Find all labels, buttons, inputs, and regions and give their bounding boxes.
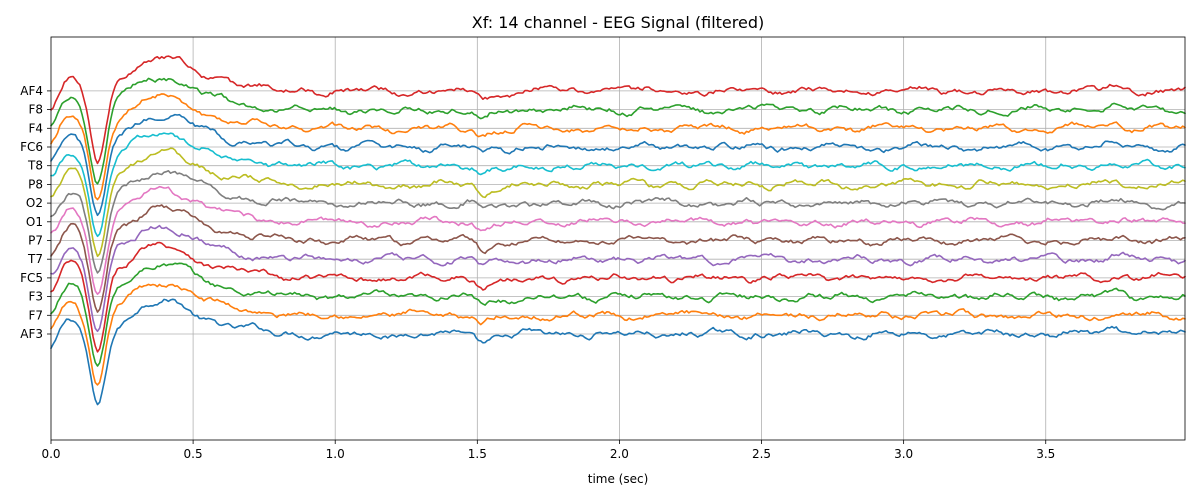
y-tick-label-t7: T7 — [27, 252, 43, 266]
plot-frame — [50, 36, 1186, 441]
trace-o2 — [50, 170, 1186, 274]
x-tick-label: 2.5 — [752, 447, 771, 461]
trace-layer — [50, 55, 1186, 406]
x-axis-label: time (sec) — [588, 472, 649, 486]
y-tick-label-f7: F7 — [28, 308, 43, 322]
y-tick-label-t8: T8 — [27, 159, 43, 173]
trace-f7 — [50, 283, 1186, 386]
trace-t8 — [50, 132, 1186, 238]
trace-af4 — [50, 55, 1186, 165]
y-tick-label-p7: P7 — [28, 234, 43, 248]
grid-layer — [51, 37, 1185, 440]
trace-p7 — [50, 204, 1186, 313]
y-tick-label-o2: O2 — [26, 196, 43, 210]
x-tick-label: 3.0 — [894, 447, 913, 461]
x-tick-label: 0.5 — [184, 447, 203, 461]
x-tick-label: 1.0 — [326, 447, 345, 461]
y-tick-label-f3: F3 — [28, 290, 43, 304]
trace-f8 — [50, 77, 1186, 185]
x-tick-label: 0.0 — [41, 447, 60, 461]
y-tick-label-f8: F8 — [28, 103, 43, 117]
y-tick-label-p8: P8 — [28, 177, 43, 191]
y-tick-label-o1: O1 — [26, 215, 43, 229]
trace-o1 — [50, 185, 1186, 296]
y-tick-label-fc6: FC6 — [20, 140, 43, 154]
x-tick-label: 3.5 — [1036, 447, 1055, 461]
trace-fc5 — [50, 241, 1186, 353]
trace-af3 — [50, 298, 1186, 406]
x-tick-label: 1.5 — [468, 447, 487, 461]
y-tick-label-af3: AF3 — [20, 327, 43, 341]
trace-f4 — [50, 93, 1186, 201]
y-tick-label-fc5: FC5 — [20, 271, 43, 285]
y-tick-label-af4: AF4 — [20, 84, 43, 98]
y-tick-layer: AF4 F8 F4 FC6 T8 P8 O2 O1 P7 T7 FC5 F3 F7 AF3 — [20, 84, 51, 341]
y-tick-label-f4: F4 — [28, 121, 43, 135]
trace-p8 — [50, 147, 1186, 258]
trace-fc6 — [50, 113, 1186, 217]
x-tick-label: 2.0 — [610, 447, 629, 461]
chart-title: Xf: 14 channel - EEG Signal (filtered) — [472, 13, 765, 32]
trace-t7 — [50, 224, 1186, 333]
trace-f3 — [50, 262, 1186, 367]
x-tick-layer: 0.0 0.5 1.0 1.5 2.0 2.5 3.0 3.5 — [41, 440, 1055, 461]
